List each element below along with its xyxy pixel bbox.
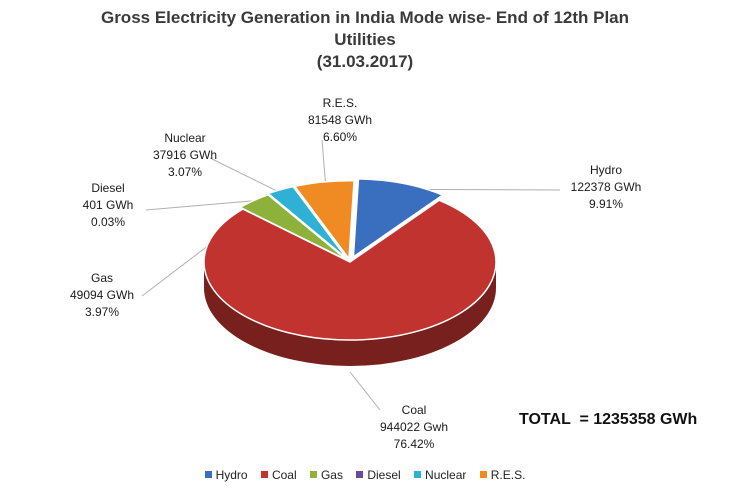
legend-item-nuclear: Nuclear: [414, 468, 466, 482]
slice-label-res-percent: 6.60%: [322, 130, 358, 144]
legend-swatch-res: [479, 471, 487, 478]
legend-label-hydro: Hydro: [215, 468, 248, 482]
slice-label-hydro-name: Hydro: [589, 163, 622, 177]
pie-slice-coal: [203, 199, 497, 341]
slice-label-nuclear: Nuclear 37916 GWh 3.07%: [140, 130, 230, 181]
legend-swatch-gas: [309, 471, 317, 478]
slice-label-hydro-percent: 9.91%: [588, 197, 624, 211]
slice-label-coal-percent: 76.42%: [393, 437, 435, 451]
legend-item-diesel: Diesel: [356, 468, 401, 482]
leader-line-coal: [349, 371, 381, 411]
legend-label-nuclear: Nuclear: [425, 468, 467, 482]
total-label: TOTAL = 1235358 GWh: [519, 411, 698, 428]
legend: Hydro Coal Gas Diesel Nuclear R.E.S.: [0, 468, 730, 482]
slice-label-nuclear-name: Nuclear: [164, 131, 206, 145]
slice-label-res-value: 81548 GWh: [307, 113, 373, 127]
chart-title-line-1: Gross Electricity Generation in India Mo…: [100, 8, 630, 27]
legend-swatch-nuclear: [414, 471, 422, 478]
pie-slice-hydro: [352, 178, 445, 259]
pie-slices: [203, 178, 497, 341]
slice-label-res-name: R.E.S.: [322, 96, 358, 110]
slice-label-nuclear-percent: 3.07%: [167, 165, 203, 179]
legend-label-gas: Gas: [320, 468, 343, 482]
slice-label-res: R.E.S. 81548 GWh 6.60%: [296, 95, 384, 146]
legend-label-res: R.E.S.: [490, 468, 526, 482]
legend-swatch-hydro: [204, 471, 212, 478]
pie-sides: [204, 262, 496, 366]
slice-label-coal-name: Coal: [401, 403, 427, 417]
pie-side-coal: [204, 262, 496, 366]
legend-label-coal: Coal: [271, 468, 297, 482]
legend-item-gas: Gas: [309, 468, 343, 482]
pie-slice-res: [293, 180, 355, 261]
legend-swatch-coal: [260, 471, 268, 478]
slice-label-coal-value: 944022 Gwh: [379, 420, 449, 434]
legend-swatch-diesel: [356, 471, 364, 478]
legend-label-diesel: Diesel: [367, 468, 401, 482]
leader-line-nuclear: [209, 157, 286, 196]
slice-label-coal: Coal 944022 Gwh 76.42%: [368, 402, 460, 453]
slice-label-diesel-value: 401 GWh: [82, 198, 134, 212]
slice-label-gas-value: 49094 GWh: [69, 288, 135, 302]
legend-item-coal: Coal: [260, 468, 297, 482]
slice-label-gas: Gas 49094 GWh 3.97%: [62, 270, 142, 321]
slice-label-gas-percent: 3.97%: [84, 305, 120, 319]
leader-line-res: [321, 139, 327, 189]
slice-label-diesel: Diesel 401 GWh 0.03%: [70, 180, 146, 231]
legend-item-hydro: Hydro: [204, 468, 248, 482]
slice-label-hydro-value: 122378 GWh: [570, 180, 642, 194]
legend-item-res: R.E.S.: [479, 468, 526, 482]
chart-title-line-2: Utilities: [334, 30, 396, 49]
slice-label-diesel-name: Diesel: [91, 181, 125, 195]
slice-label-gas-name: Gas: [90, 271, 113, 285]
slice-label-hydro: Hydro 122378 GWh 9.91%: [560, 162, 652, 213]
chart-title-line-3: (31.03.2017): [316, 52, 414, 71]
pie-slice-nuclear: [266, 185, 348, 260]
slice-label-nuclear-value: 37916 GWh: [152, 148, 218, 162]
slice-label-diesel-percent: 0.03%: [90, 215, 126, 229]
